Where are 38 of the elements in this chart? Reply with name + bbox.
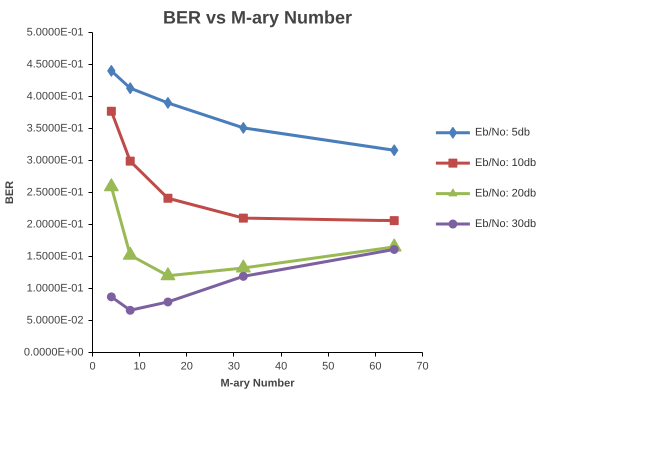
point: [107, 64, 116, 77]
y-axis-title: BER: [4, 180, 16, 204]
point: [163, 194, 172, 203]
legend-label: Eb/No: 10db: [475, 157, 536, 170]
y-tick-label: 2.0000E-01: [26, 218, 84, 230]
y-tick-label: 4.0000E-01: [26, 90, 84, 102]
point: [390, 216, 399, 226]
y-tick-label: 0.0000E+00: [24, 346, 84, 358]
x-tick-label: 60: [369, 360, 382, 372]
y-tick-label: 3.5000E-01: [26, 122, 84, 134]
x-tick-label: 20: [180, 360, 193, 372]
y-tick-label: 1.5000E-01: [26, 250, 84, 262]
legend-label: Eb/No: 20db: [475, 188, 536, 200]
point: [126, 156, 135, 166]
y-tick-label: 1.0000E-01: [26, 282, 84, 294]
y-tick-label: 5.0000E-01: [26, 26, 84, 38]
legend-label: Eb/No: 5db: [475, 126, 530, 139]
point: [238, 272, 248, 281]
x-axis-title: M-ary Number: [220, 378, 296, 390]
x-tick-label: 30: [228, 360, 240, 372]
y-tick-label: 3.0000E-01: [26, 154, 84, 166]
legend-label: Eb/No: 30db: [475, 218, 536, 230]
y-tick-label: 4.5000E-01: [26, 58, 84, 70]
point: [163, 297, 172, 306]
x-tick-label: 0: [89, 360, 96, 372]
chart-title: BER vs M-ary Number: [162, 8, 352, 28]
point: [106, 292, 116, 302]
point: [239, 122, 248, 134]
point: [164, 96, 172, 109]
x-tick-label: 40: [274, 360, 288, 372]
point: [238, 214, 248, 223]
y-tick-label: 5.0000E-02: [26, 314, 84, 326]
point: [126, 306, 135, 315]
x-tick-label: 50: [322, 360, 334, 372]
point: [106, 106, 116, 116]
y-tick-label: 2.5000E-01: [26, 186, 84, 198]
x-tick-label: 70: [416, 360, 429, 372]
x-tick-label: 10: [134, 360, 146, 372]
